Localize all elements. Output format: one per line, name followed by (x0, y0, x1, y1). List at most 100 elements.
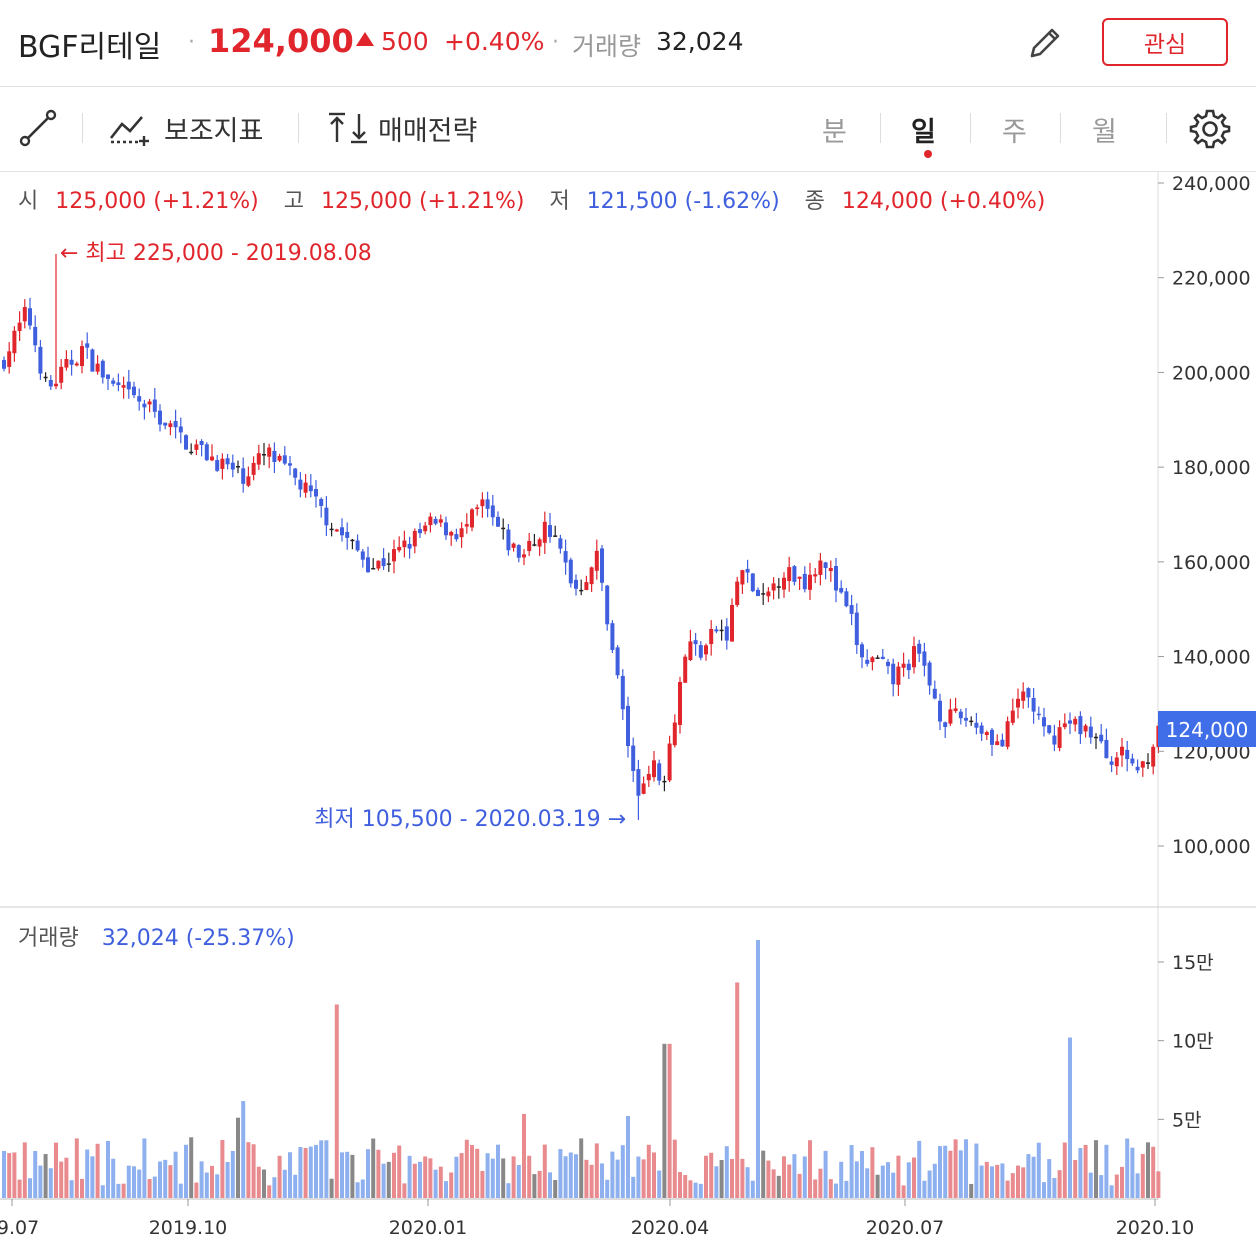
volume-bar (1026, 1154, 1031, 1198)
price-tick-label: 220,000 (1172, 268, 1251, 290)
period-week[interactable]: 주 (1002, 117, 1027, 148)
candle-body (605, 585, 610, 625)
candle-body (230, 462, 235, 470)
volume-bar (1005, 1180, 1010, 1198)
volume-bar (818, 1168, 823, 1198)
volume-bar (350, 1154, 355, 1198)
volume-bar (1016, 1165, 1020, 1198)
candle-body (860, 644, 864, 658)
price-tick-label: 200,000 (1172, 362, 1251, 384)
volume-bar (132, 1166, 136, 1198)
candle-body (1021, 691, 1026, 701)
candle-body (121, 385, 126, 388)
indicator-button[interactable]: 보조지표 (108, 108, 263, 148)
candle-body (839, 588, 844, 593)
volume-bar (943, 1145, 948, 1198)
settings-gear-icon[interactable] (1188, 107, 1232, 151)
candle-body (189, 451, 194, 454)
candle-body (54, 383, 58, 387)
volume-bar (1010, 1173, 1015, 1198)
volume-bar (766, 1160, 771, 1198)
candle-body (418, 529, 422, 534)
volume-bar (761, 1150, 766, 1198)
volume-bar (267, 1185, 272, 1198)
volume-bar (527, 1155, 532, 1198)
candle-body (277, 455, 282, 461)
volume-bar (1114, 1174, 1119, 1198)
volume-bar (308, 1146, 313, 1198)
strategy-button[interactable]: 매매전략 (326, 108, 477, 148)
chart-toolbar (0, 87, 1256, 172)
volume-bar (366, 1149, 370, 1198)
candle-body (485, 499, 490, 509)
stock-name[interactable]: BGF리테일 (18, 30, 162, 65)
price-tick-label: 240,000 (1172, 173, 1251, 195)
candle-body (1078, 716, 1083, 735)
watchlist-button[interactable]: 관심 (1102, 18, 1228, 66)
volume-bar (750, 1180, 755, 1198)
candle-body (163, 422, 168, 426)
volume-bar (870, 1147, 875, 1198)
volume-bar (48, 1168, 53, 1198)
candle-body (678, 681, 682, 725)
candle-body (43, 376, 48, 379)
close-label: 종 (804, 189, 825, 214)
candle-body (932, 688, 937, 699)
period-minute[interactable]: 분 (822, 117, 847, 148)
candle-body (548, 525, 552, 537)
volume-bar (626, 1116, 630, 1198)
candle-body (236, 465, 240, 468)
volume-bar (194, 1182, 199, 1198)
candle-body (808, 574, 812, 590)
candle-body (688, 641, 693, 660)
volume-bar (392, 1152, 396, 1198)
candle-body (938, 700, 942, 722)
draw-line-icon[interactable] (18, 108, 58, 148)
candle-body (532, 544, 537, 546)
volume-bar (501, 1158, 506, 1198)
period-month[interactable]: 월 (1092, 117, 1117, 148)
volume-bar (236, 1117, 240, 1198)
volume-bar (844, 1180, 849, 1198)
high-annotation: ← 최고 225,000 - 2019.08.08 (60, 241, 372, 266)
candle-body (964, 717, 968, 721)
candle-body (1120, 746, 1124, 756)
volume-bar (152, 1176, 157, 1198)
candle-body (802, 573, 807, 590)
volume-bar (589, 1164, 594, 1198)
volume-bar (272, 1177, 277, 1198)
candle-body (584, 582, 589, 591)
volume-bar (438, 1166, 443, 1198)
volume-bar (54, 1142, 58, 1198)
volume-bar (386, 1161, 391, 1198)
up-down-arrows-icon (329, 112, 367, 144)
candle-body (1135, 766, 1140, 771)
candle-body (563, 551, 568, 563)
price-change-percent: +0.40% (444, 27, 545, 56)
candle-body (386, 563, 391, 565)
volume-bar (293, 1174, 298, 1198)
current-price-tag: 124,000 (1158, 711, 1256, 747)
volume-bar (865, 1168, 870, 1198)
volume-bar (454, 1156, 459, 1198)
low-annotation: 최저 105,500 - 2020.03.19 → (314, 807, 626, 832)
volume-bar (880, 1165, 885, 1198)
volume-bar (126, 1165, 131, 1198)
candle-body (454, 534, 459, 540)
toolbar-divider (970, 113, 971, 143)
candle-body (698, 645, 703, 658)
candle-body (106, 374, 110, 379)
volume-bar (542, 1144, 547, 1198)
candle-body (553, 535, 558, 537)
period-day[interactable]: 일 (911, 117, 936, 148)
candle-body (501, 527, 506, 530)
pencil-icon[interactable] (1024, 22, 1066, 64)
volume-bar (418, 1161, 422, 1198)
volume-bar (1042, 1182, 1046, 1198)
volume-bar (189, 1137, 194, 1198)
volume-bar (662, 1043, 667, 1198)
volume-bar (38, 1165, 43, 1198)
candle-body (709, 629, 714, 645)
volume-bar (1088, 1172, 1093, 1198)
